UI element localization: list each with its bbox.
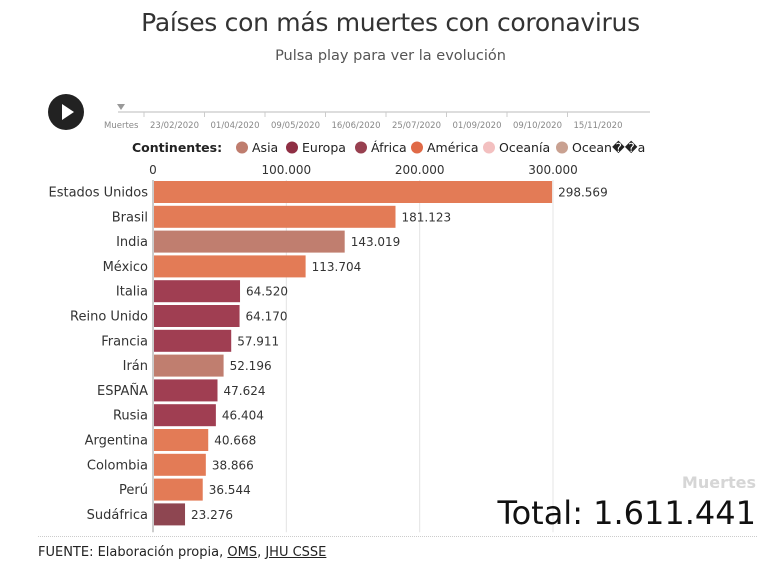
bar-sud-frica[interactable]: [154, 503, 186, 526]
timeline-date-label: 09/05/2020: [271, 121, 320, 131]
footer-source: FUENTE: Elaboración propia, OMS, JHU CSS…: [38, 545, 326, 560]
value-label: 23.276: [191, 508, 233, 522]
bar-reino-unido[interactable]: [154, 305, 240, 327]
legend-item-label[interactable]: América: [427, 140, 479, 155]
footer-prefix: FUENTE: Elaboración propia,: [38, 545, 228, 560]
value-label: 52.196: [230, 359, 272, 373]
legend-item-label[interactable]: Asia: [252, 140, 278, 155]
timeline-date-label: 01/09/2020: [453, 121, 502, 131]
category-label: Estados Unidos: [48, 186, 148, 201]
timeline-handle[interactable]: [117, 104, 125, 110]
x-tick-label: 300.000: [528, 163, 578, 177]
bar-argentina[interactable]: [154, 429, 209, 451]
value-label: 38.866: [212, 458, 254, 472]
value-label: 181.123: [401, 210, 451, 224]
category-label: Francia: [101, 334, 148, 349]
bar-ir-n[interactable]: [154, 354, 224, 377]
footer-separator: ,: [257, 545, 266, 560]
oms-link[interactable]: OMS: [227, 545, 258, 560]
timeline-date-label: 09/10/2020: [513, 121, 562, 131]
category-label: India: [116, 235, 148, 250]
timeline-date-label: 16/06/2020: [332, 121, 381, 131]
legend-item-label[interactable]: África: [371, 140, 407, 155]
bar-estados-unidos[interactable]: [154, 181, 553, 203]
timeline-date-label: 01/04/2020: [211, 121, 260, 131]
legend-item-label[interactable]: Europa: [302, 140, 346, 155]
footer-divider: [38, 536, 757, 537]
legend-item-label[interactable]: Ocean��a: [572, 140, 645, 155]
category-label: Colombia: [87, 458, 148, 473]
category-label: Reino Unido: [70, 310, 148, 325]
legend-swatch-5: [556, 141, 568, 154]
value-label: 57.911: [237, 334, 279, 348]
legend-item-label[interactable]: Oceanía: [499, 140, 550, 155]
category-label: Sudáfrica: [87, 508, 148, 523]
timeline-date-label: 15/11/2020: [574, 121, 623, 131]
category-label: México: [103, 260, 148, 275]
legend-title: Continentes:: [132, 140, 222, 155]
category-label: Rusia: [113, 409, 148, 424]
bar-italia[interactable]: [154, 280, 241, 303]
play-button[interactable]: [48, 94, 84, 130]
timeline-date-label: 23/02/2020: [150, 121, 199, 131]
chart-subtitle: Pulsa play para ver la evolución: [275, 48, 506, 64]
bar-brasil[interactable]: [154, 205, 396, 228]
value-label: 64.520: [246, 285, 288, 299]
bar-m-xico[interactable]: [154, 255, 306, 278]
bar-rusia[interactable]: [154, 404, 216, 427]
category-label: Perú: [119, 483, 148, 498]
category-label: Brasil: [112, 210, 148, 225]
x-tick-label: 0: [149, 163, 157, 177]
timeline-date-label: 25/07/2020: [392, 121, 441, 131]
chart-title: Países con más muertes con coronavirus: [141, 8, 640, 37]
category-label: Italia: [116, 285, 148, 300]
value-label: 36.544: [209, 483, 251, 497]
category-label: ESPAÑA: [97, 383, 148, 399]
bar-india[interactable]: [154, 230, 345, 253]
legend-swatch-4: [483, 141, 495, 154]
value-label: 40.668: [214, 434, 256, 448]
bar-per-[interactable]: [154, 478, 203, 501]
value-label: 47.624: [223, 384, 265, 398]
x-tick-label: 200.000: [395, 163, 445, 177]
category-label: Argentina: [85, 434, 148, 449]
category-label: Irán: [123, 359, 148, 374]
legend-swatch-0: [236, 141, 248, 154]
bar-francia[interactable]: [154, 329, 232, 352]
metric-label: Muertes: [682, 473, 756, 492]
x-tick-label: 100.000: [262, 163, 312, 177]
legend-swatch-3: [411, 141, 423, 154]
legend-swatch-1: [286, 141, 298, 154]
value-label: 298.569: [558, 186, 608, 200]
timeline-current-label: Muertes: [104, 121, 139, 131]
value-label: 46.404: [222, 409, 264, 423]
value-label: 113.704: [312, 260, 362, 274]
value-label: 64.170: [246, 310, 288, 324]
bar-espa-a[interactable]: [154, 379, 218, 402]
legend-swatch-2: [355, 141, 367, 154]
jhu-csse-link[interactable]: JHU CSSE: [265, 545, 327, 560]
bar-colombia[interactable]: [154, 453, 206, 476]
value-label: 143.019: [351, 235, 401, 249]
total-label: Total: 1.611.441: [496, 494, 756, 532]
